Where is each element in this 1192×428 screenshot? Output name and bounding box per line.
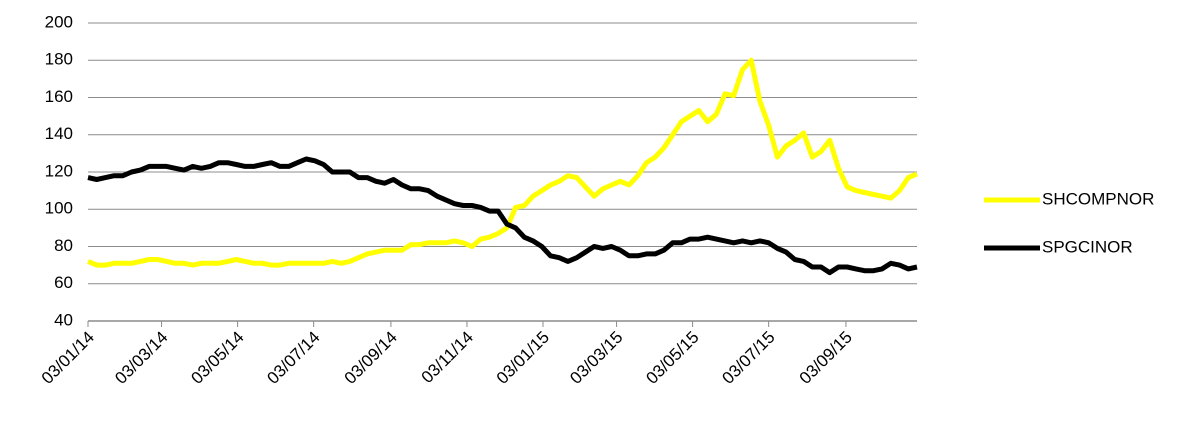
legend-label: SPGCINOR bbox=[1042, 237, 1133, 256]
series-line bbox=[87, 57, 918, 268]
y-tick-label: 100 bbox=[45, 199, 73, 218]
x-tick-label: 03/03/15 bbox=[566, 328, 626, 388]
legend-label: SHCOMPNOR bbox=[1042, 189, 1154, 208]
y-tick-label: 80 bbox=[54, 236, 73, 255]
x-tick-label: 03/03/14 bbox=[111, 328, 171, 388]
x-tick-label: 03/05/15 bbox=[642, 328, 702, 388]
x-tick-label: 03/01/15 bbox=[493, 328, 553, 388]
y-tick-label: 180 bbox=[45, 50, 73, 69]
y-tick-label: 40 bbox=[54, 310, 73, 329]
x-tick-label: 03/11/14 bbox=[418, 328, 477, 387]
y-tick-label: 60 bbox=[54, 273, 73, 292]
x-tick-label: 03/09/15 bbox=[796, 328, 856, 388]
y-tick-label: 120 bbox=[45, 161, 73, 180]
x-tick-label: 03/09/14 bbox=[341, 328, 401, 388]
y-tick-label: 160 bbox=[45, 87, 73, 106]
series-line bbox=[87, 156, 918, 276]
y-tick-label: 140 bbox=[45, 124, 73, 143]
x-tick-label: 03/07/15 bbox=[718, 328, 778, 388]
x-tick-label: 03/05/14 bbox=[187, 328, 247, 388]
x-tick-label: 03/07/14 bbox=[263, 328, 323, 388]
x-tick-label: 03/01/14 bbox=[38, 328, 98, 388]
y-tick-label: 200 bbox=[45, 12, 73, 31]
